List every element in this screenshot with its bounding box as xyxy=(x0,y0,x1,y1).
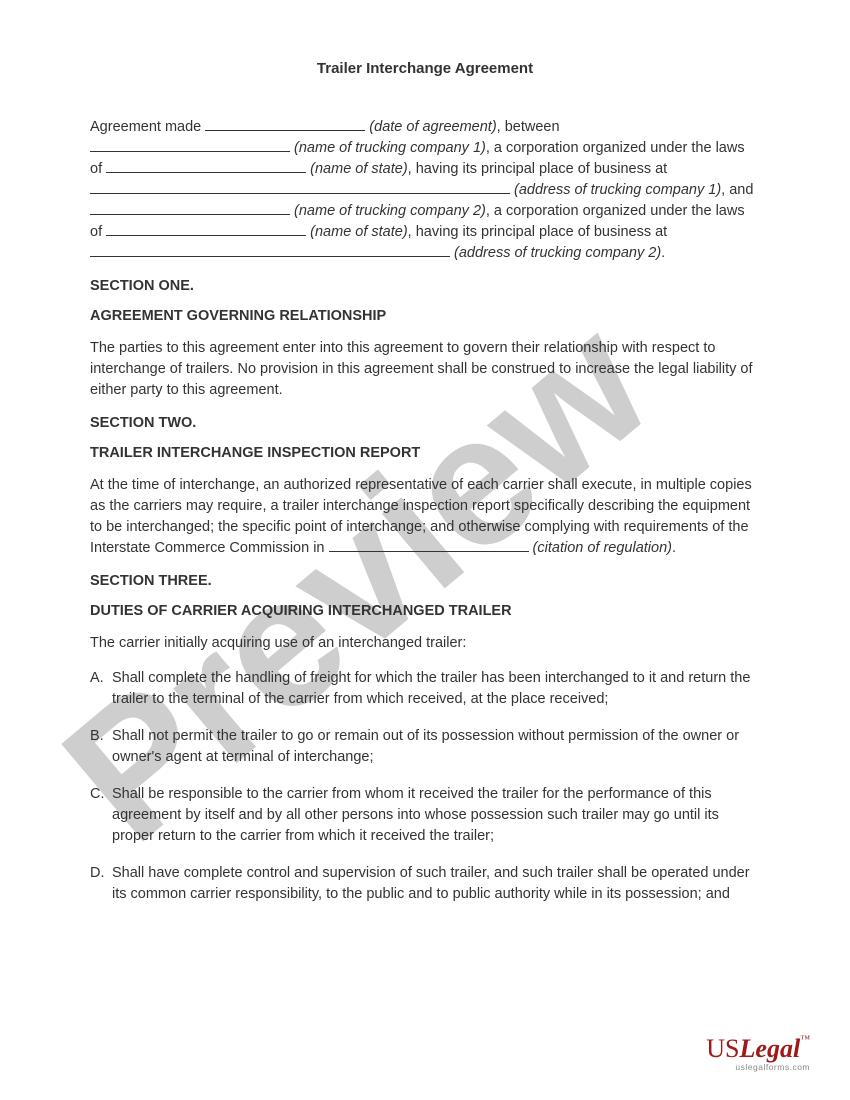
logo-legal: Legal xyxy=(740,1034,801,1063)
blank-address2 xyxy=(90,243,450,257)
intro-hint-7: (address of trucking company 2) xyxy=(454,245,661,261)
intro-hint-2: (name of trucking company 1) xyxy=(294,140,486,156)
intro-text-5: , and xyxy=(721,182,753,198)
list-content-c: Shall be responsible to the carrier from… xyxy=(112,784,760,847)
list-item-c: C. Shall be responsible to the carrier f… xyxy=(90,784,760,847)
blank-company1 xyxy=(90,138,290,152)
document-title: Trailer Interchange Agreement xyxy=(90,60,760,77)
list-marker-a: A. xyxy=(90,668,112,710)
logo-tm: ™ xyxy=(800,1034,810,1045)
intro-hint-4: (address of trucking company 1) xyxy=(514,182,721,198)
logo-us: US xyxy=(706,1034,739,1063)
intro-text-1: Agreement made xyxy=(90,119,205,135)
intro-text-2: , between xyxy=(497,119,560,135)
blank-state1 xyxy=(106,159,306,173)
section-two-header: SECTION TWO. xyxy=(90,415,760,431)
list-content-b: Shall not permit the trailer to go or re… xyxy=(112,726,760,768)
section-two-subheader: TRAILER INTERCHANGE INSPECTION REPORT xyxy=(90,445,760,461)
intro-text-8: . xyxy=(661,245,665,261)
section-three-subheader: DUTIES OF CARRIER ACQUIRING INTERCHANGED… xyxy=(90,603,760,619)
logo-main: USLegal™ xyxy=(706,1034,810,1064)
section-two-body-hint: (citation of regulation) xyxy=(533,540,672,556)
blank-state2 xyxy=(106,222,306,236)
list-content-a: Shall complete the handling of freight f… xyxy=(112,668,760,710)
list-marker-d: D. xyxy=(90,863,112,905)
section-two-body-end: . xyxy=(672,540,676,556)
section-three-header: SECTION THREE. xyxy=(90,573,760,589)
blank-date xyxy=(205,117,365,131)
blank-address1 xyxy=(90,180,510,194)
blank-company2 xyxy=(90,201,290,215)
blank-citation xyxy=(329,538,529,552)
brand-logo: USLegal™ uslegalforms.com xyxy=(706,1034,810,1072)
intro-text-4: , having its principal place of business… xyxy=(408,161,668,177)
intro-hint-1: (date of agreement) xyxy=(369,119,496,135)
section-one-header: SECTION ONE. xyxy=(90,278,760,294)
section-one-body: The parties to this agreement enter into… xyxy=(90,338,760,401)
intro-hint-6: (name of state) xyxy=(310,224,408,240)
section-two-body: At the time of interchange, an authorize… xyxy=(90,475,760,559)
list-marker-b: B. xyxy=(90,726,112,768)
section-one-subheader: AGREEMENT GOVERNING RELATIONSHIP xyxy=(90,308,760,324)
intro-paragraph: Agreement made (date of agreement), betw… xyxy=(90,117,760,264)
section-three-intro: The carrier initially acquiring use of a… xyxy=(90,633,760,654)
list-item-a: A. Shall complete the handling of freigh… xyxy=(90,668,760,710)
document-page: Trailer Interchange Agreement Agreement … xyxy=(0,0,850,961)
intro-hint-5: (name of trucking company 2) xyxy=(294,203,486,219)
intro-text-7: , having its principal place of business… xyxy=(408,224,668,240)
list-item-b: B. Shall not permit the trailer to go or… xyxy=(90,726,760,768)
intro-hint-3: (name of state) xyxy=(310,161,408,177)
list-item-d: D. Shall have complete control and super… xyxy=(90,863,760,905)
list-marker-c: C. xyxy=(90,784,112,847)
list-content-d: Shall have complete control and supervis… xyxy=(112,863,760,905)
